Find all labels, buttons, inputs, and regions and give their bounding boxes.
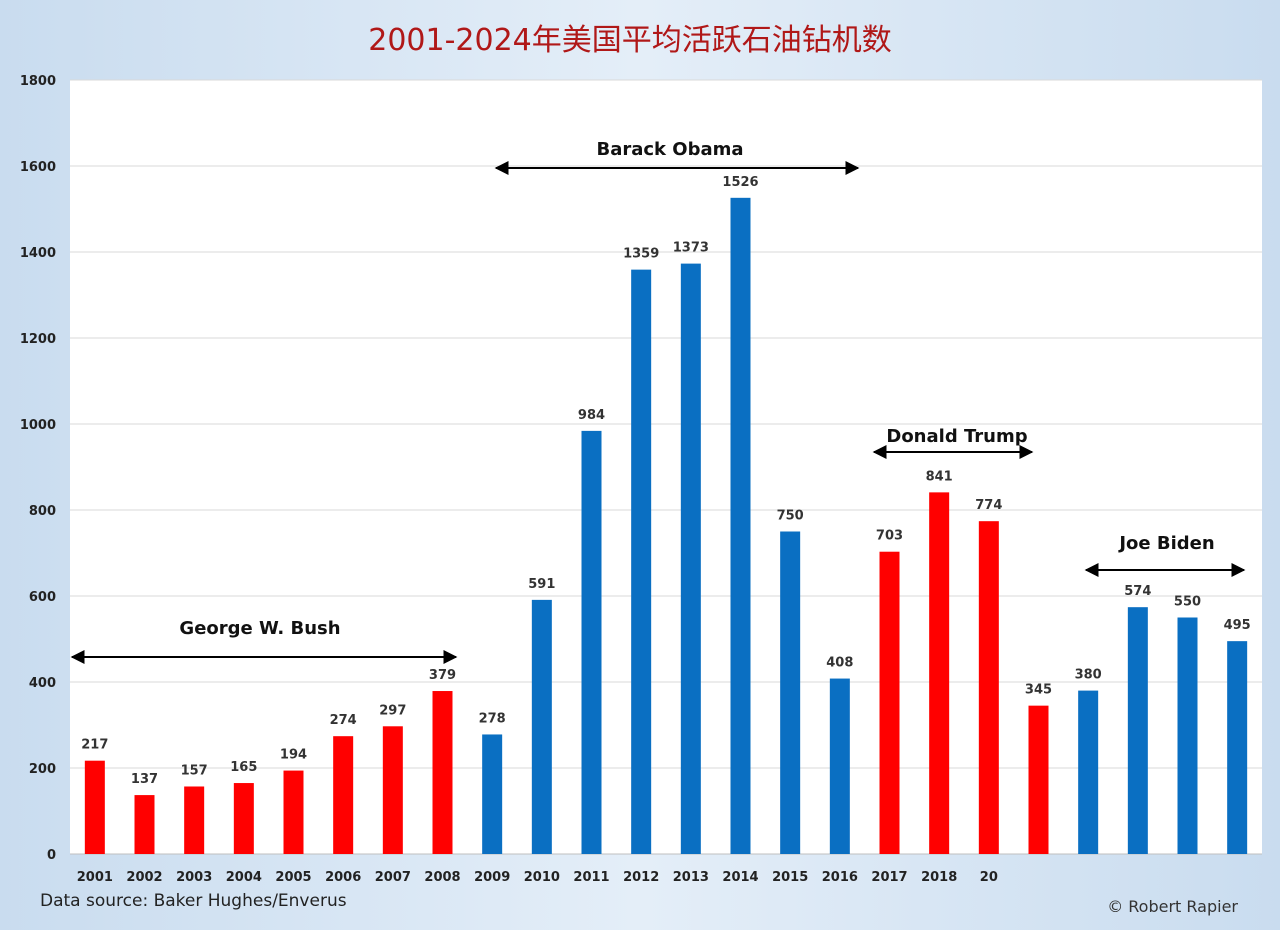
data-label-2009: 278 xyxy=(479,711,506,726)
x-tick-label: 2016 xyxy=(822,870,858,885)
data-label-2012: 1359 xyxy=(623,247,659,262)
x-tick-label: 2008 xyxy=(424,870,460,885)
x-tick-label: 2003 xyxy=(176,870,212,885)
data-label-2010: 591 xyxy=(528,577,555,592)
bar-2022 xyxy=(1127,607,1148,854)
era-label: Joe Biden xyxy=(1117,533,1214,554)
bar-2004 xyxy=(233,783,254,854)
era-annotations: George W. Bush Barack Obama Donald Trump Jo… xyxy=(70,139,1246,664)
x-tick-label: 2018 xyxy=(921,870,957,885)
data-label-2004: 165 xyxy=(230,760,257,775)
x-tick-label: 2014 xyxy=(722,870,758,885)
data-label-2023: 550 xyxy=(1174,595,1201,610)
x-tick-label: 2007 xyxy=(375,870,411,885)
plot-area xyxy=(70,80,1262,854)
x-tick-label: 2010 xyxy=(524,870,560,885)
era-label: Donald Trump xyxy=(886,426,1027,447)
bar-2024 xyxy=(1227,641,1248,854)
data-label-2018: 841 xyxy=(926,469,953,484)
y-tick-label: 800 xyxy=(29,504,56,519)
bars xyxy=(84,197,1248,854)
data-label-2006: 274 xyxy=(330,713,357,728)
data-label-2001: 217 xyxy=(81,738,108,753)
bar-2013 xyxy=(680,263,701,854)
y-tick-label: 200 xyxy=(29,762,56,777)
bar-2002 xyxy=(134,795,155,854)
data-source: Data source: Baker Hughes/Enverus xyxy=(40,891,347,911)
data-labels: 217 137 157 165 194 274 297 379 278 591 984 1359 137… xyxy=(81,175,1250,787)
bar-2021 xyxy=(1078,690,1099,854)
data-label-2024: 495 xyxy=(1224,618,1251,633)
bar-2017 xyxy=(879,551,900,854)
x-tick-label: 2013 xyxy=(673,870,709,885)
bar-2009 xyxy=(482,734,503,854)
x-tick-label: 2002 xyxy=(126,870,162,885)
data-label-2017: 703 xyxy=(876,529,903,544)
data-label-2021: 380 xyxy=(1075,668,1102,683)
bar-2019 xyxy=(978,521,999,854)
bar-2008 xyxy=(432,691,453,854)
x-tick-label: 2012 xyxy=(623,870,659,885)
data-label-2013: 1373 xyxy=(673,241,709,256)
y-tick-label: 400 xyxy=(29,676,56,691)
y-tick-label: 600 xyxy=(29,590,56,605)
x-tick-label: 2017 xyxy=(871,870,907,885)
x-tick-label: 2009 xyxy=(474,870,510,885)
bar-2015 xyxy=(780,531,801,854)
x-tick-label: 2015 xyxy=(772,870,808,885)
era-label: George W. Bush xyxy=(179,618,340,639)
x-tick-label: 2011 xyxy=(573,870,609,885)
data-label-2022: 574 xyxy=(1124,584,1151,599)
bar-2011 xyxy=(581,430,602,854)
data-label-2011: 984 xyxy=(578,408,605,423)
data-label-2002: 137 xyxy=(131,772,158,787)
data-label-2019: 774 xyxy=(975,498,1002,513)
bar-2007 xyxy=(382,726,403,854)
era-label: Barack Obama xyxy=(596,139,743,160)
x-tick-label: 20 xyxy=(980,870,998,885)
x-tick-label: 2001 xyxy=(77,870,113,885)
data-label-2020: 345 xyxy=(1025,683,1052,698)
x-tick-label: 2006 xyxy=(325,870,361,885)
y-tick-label: 0 xyxy=(47,848,56,863)
data-label-2016: 408 xyxy=(826,656,853,671)
axis-ticks: 0 200 400 600 800 1000 1200 1400 1600 1800 2001 200… xyxy=(20,74,998,885)
y-tick-label: 1600 xyxy=(20,160,56,175)
y-tick-label: 1400 xyxy=(20,246,56,261)
bar-2012 xyxy=(631,269,652,854)
x-tick-label: 2004 xyxy=(226,870,262,885)
x-tick-label: 2005 xyxy=(275,870,311,885)
data-label-2014: 1526 xyxy=(722,175,758,190)
bar-2020 xyxy=(1028,705,1049,854)
bar-2006 xyxy=(333,736,354,854)
bar-2005 xyxy=(283,770,304,854)
bar-2010 xyxy=(531,599,552,854)
data-label-2007: 297 xyxy=(379,703,406,718)
bar-2014 xyxy=(730,197,751,854)
chart-title: 2001-2024年美国平均活跃石油钻机数 xyxy=(368,23,892,58)
bar-2023 xyxy=(1177,617,1198,854)
y-tick-label: 1200 xyxy=(20,332,56,347)
bar-2001 xyxy=(84,760,105,854)
bar-2016 xyxy=(829,678,850,854)
grid xyxy=(70,79,1262,855)
data-label-2015: 750 xyxy=(777,509,804,524)
y-tick-label: 1800 xyxy=(20,74,56,89)
credit-watermark: © Robert Rapier xyxy=(1107,897,1238,916)
data-label-2005: 194 xyxy=(280,748,307,763)
bar-2018 xyxy=(929,492,950,854)
data-label-2008: 379 xyxy=(429,668,456,683)
y-tick-label: 1000 xyxy=(20,418,56,433)
data-label-2003: 157 xyxy=(181,763,208,778)
bar-2003 xyxy=(184,786,205,854)
